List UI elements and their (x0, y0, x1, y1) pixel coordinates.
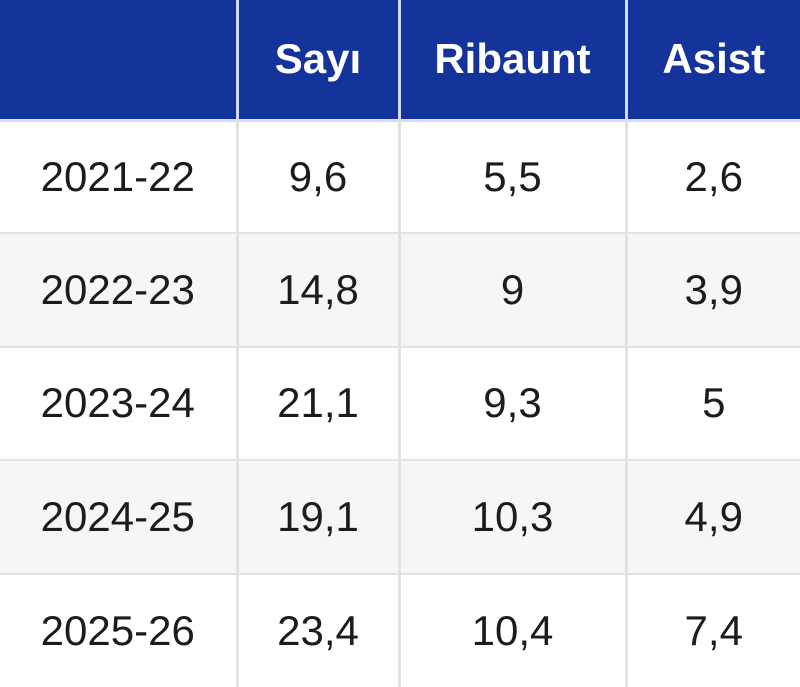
season-cell: 2024-25 (0, 459, 237, 574)
table-row: 2022-23 14,8 9 3,9 (0, 232, 800, 347)
season-cell: 2023-24 (0, 345, 237, 461)
table-row: 2025-26 23,4 10,4 7,4 (0, 572, 800, 687)
header-cell-rebounds: Ribaunt (397, 0, 626, 122)
header-cell-season (0, 0, 237, 122)
value-cell: 4,9 (624, 459, 800, 574)
value-cell: 7,4 (624, 572, 800, 687)
header-cell-assists: Asist (624, 0, 800, 122)
table-row: 2024-25 19,1 10,3 4,9 (0, 459, 800, 574)
header-row: Sayı Ribaunt Asist (0, 0, 800, 122)
table-row: 2023-24 21,1 9,3 5 (0, 345, 800, 461)
value-cell: 14,8 (235, 232, 399, 347)
value-cell: 9 (397, 232, 626, 347)
table-body: 2021-22 9,6 5,5 2,6 2022-23 14,8 9 3,9 2023-24 21… (0, 120, 800, 687)
season-cell: 2025-26 (0, 572, 237, 687)
value-cell: 10,4 (397, 572, 626, 687)
value-cell: 19,1 (235, 459, 399, 574)
value-cell: 21,1 (235, 345, 399, 461)
season-cell: 2022-23 (0, 232, 237, 347)
value-cell: 5 (624, 345, 800, 461)
value-cell: 9,3 (397, 345, 626, 461)
value-cell: 9,6 (235, 120, 399, 234)
value-cell: 23,4 (235, 572, 399, 687)
value-cell: 5,5 (397, 120, 626, 234)
value-cell: 3,9 (624, 232, 800, 347)
value-cell: 10,3 (397, 459, 626, 574)
header-cell-points: Sayı (235, 0, 399, 122)
value-cell: 2,6 (624, 120, 800, 234)
table-row: 2021-22 9,6 5,5 2,6 (0, 120, 800, 234)
season-cell: 2021-22 (0, 120, 237, 234)
